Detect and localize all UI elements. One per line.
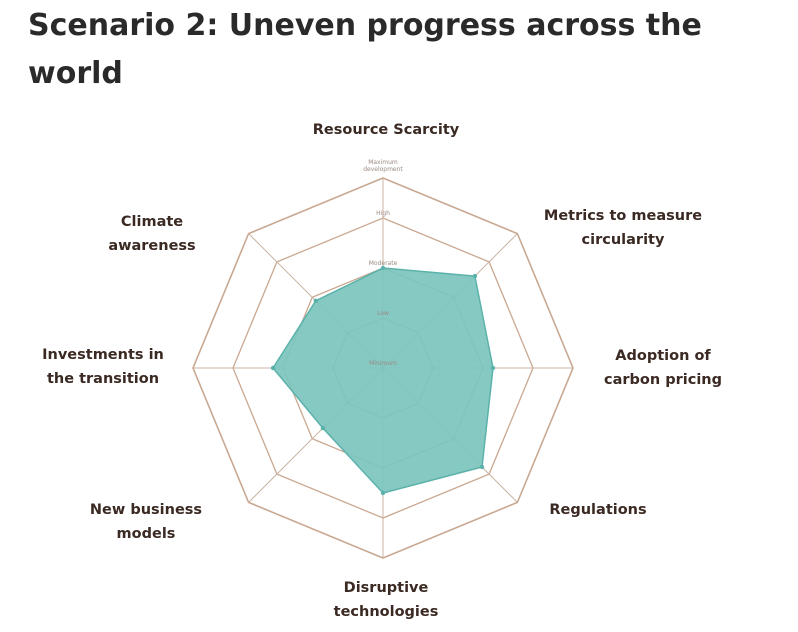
data-area [272,267,494,494]
axis-label-2: Metrics to measure circularity [544,208,702,248]
data-point-6 [320,425,326,431]
data-point-5 [380,490,386,496]
axis-labels: Resource Scarcity Metrics to measure circu… [42,122,722,620]
axis-label-1: Resource Scarcity [313,122,460,138]
data-point-4 [479,464,485,470]
data-point-3 [490,365,496,371]
chart-title: Scenario 2: Uneven progress across the w… [28,8,702,91]
data-point-2 [472,273,478,279]
level-label-2: Low [377,310,389,317]
data-point-8 [313,298,318,303]
data-point-7 [270,365,276,371]
axis-label-4: Regulations [549,502,646,518]
data-area-group [270,265,496,496]
data-point-1 [380,265,386,271]
axis-label-3: Adoption of carbon pricing [604,348,722,388]
level-label-3: Moderate [369,260,398,267]
axis-label-6: New business models [90,502,202,542]
level-label-5: Maximum development [363,159,403,173]
level-labels: Minimum Low Moderate High Maximum development [363,159,403,367]
axis-label-8: Climate awareness [108,214,195,254]
level-label-1: Minimum [369,360,397,367]
level-label-4: High [376,210,390,217]
axis-label-7: Investments in the transition [42,347,164,387]
axis-label-5: Disruptive technologies [334,580,439,620]
